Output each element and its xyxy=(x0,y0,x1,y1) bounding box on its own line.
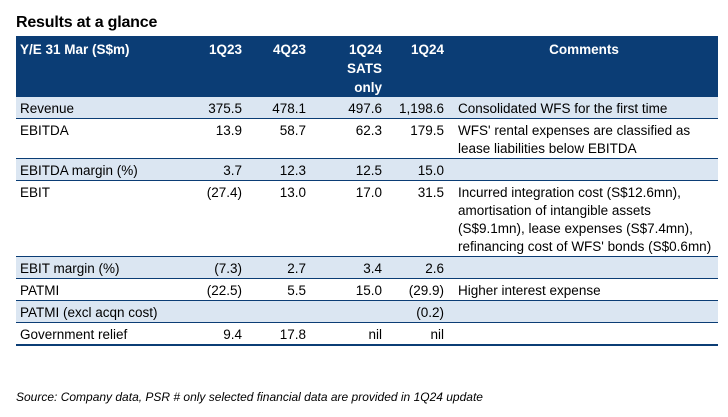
cell-4q23: 17.8 xyxy=(248,322,312,346)
header-1q23: 1Q23 xyxy=(208,42,242,57)
cell-comment xyxy=(450,322,718,346)
cell-comment: Incurred integration cost (S$12.6mn), am… xyxy=(450,180,718,257)
table-row-government-relief: Government relief 9.4 17.8 nil nil xyxy=(16,322,718,346)
cell-1q24: 2.6 xyxy=(388,256,450,279)
cell-1q23: 3.7 xyxy=(184,158,248,181)
table-row-ebitda: EBITDA 13.9 58.7 62.3 179.5 WFS' rental … xyxy=(16,118,718,159)
cell-1q23: (27.4) xyxy=(184,180,248,257)
header-label: Y/E 31 Mar (S$m) xyxy=(20,42,130,57)
row-label: EBITDA xyxy=(16,118,184,159)
row-label: PATMI xyxy=(16,278,184,301)
cell-1q24: (29.9) xyxy=(388,278,450,301)
cell-1q24-sats xyxy=(312,300,388,323)
cell-1q24: nil xyxy=(388,322,450,346)
cell-comment xyxy=(450,158,718,181)
header-comments: Comments xyxy=(549,42,619,57)
header-1q24-sats-sub: SATS only xyxy=(346,61,382,95)
cell-comment: Consolidated WFS for the first time xyxy=(450,97,718,119)
cell-4q23: 478.1 xyxy=(248,97,312,119)
table-row-ebit: EBIT (27.4) 13.0 17.0 31.5 Incurred inte… xyxy=(16,180,718,257)
cell-1q23: (7.3) xyxy=(184,256,248,279)
cell-1q23: (22.5) xyxy=(184,278,248,301)
cell-1q23: 375.5 xyxy=(184,97,248,119)
cell-comment xyxy=(450,300,718,323)
cell-4q23: 2.7 xyxy=(248,256,312,279)
page-title: Results at a glance xyxy=(16,14,158,31)
cell-1q24-sats: 12.5 xyxy=(312,158,388,181)
header-1q24: 1Q24 xyxy=(410,42,444,57)
cell-comment: Higher interest expense xyxy=(450,278,718,301)
cell-1q24: 31.5 xyxy=(388,180,450,257)
row-label: EBITDA margin (%) xyxy=(16,158,184,181)
cell-1q24-sats: 15.0 xyxy=(312,278,388,301)
cell-1q23: 13.9 xyxy=(184,118,248,159)
cell-1q24: 179.5 xyxy=(388,118,450,159)
table-row-patmi: PATMI (22.5) 5.5 15.0 (29.9) Higher inte… xyxy=(16,278,718,301)
table-header-row: Y/E 31 Mar (S$m) 1Q23 4Q23 1Q24 SATS onl… xyxy=(16,36,718,97)
cell-1q24: (0.2) xyxy=(388,300,450,323)
cell-1q24-sats: 62.3 xyxy=(312,118,388,159)
row-label: Government relief xyxy=(16,322,184,346)
results-table: Y/E 31 Mar (S$m) 1Q23 4Q23 1Q24 SATS onl… xyxy=(16,36,718,346)
cell-1q24-sats: 497.6 xyxy=(312,97,388,119)
cell-4q23: 58.7 xyxy=(248,118,312,159)
cell-1q23: 9.4 xyxy=(184,322,248,346)
row-label: PATMI (excl acqn cost) xyxy=(16,300,184,323)
header-1q24-sats-label: 1Q24 xyxy=(348,42,382,57)
cell-4q23: 13.0 xyxy=(248,180,312,257)
cell-4q23 xyxy=(248,300,312,323)
table-row-ebitda-margin: EBITDA margin (%) 3.7 12.3 12.5 15.0 xyxy=(16,158,718,181)
cell-1q24: 15.0 xyxy=(388,158,450,181)
source-note: Source: Company data, PSR # only selecte… xyxy=(16,390,483,404)
row-label: EBIT xyxy=(16,180,184,257)
header-4q23: 4Q23 xyxy=(272,42,306,57)
table-row-revenue: Revenue 375.5 478.1 497.6 1,198.6 Consol… xyxy=(16,97,718,119)
cell-1q23 xyxy=(184,300,248,323)
cell-1q24-sats: nil xyxy=(312,322,388,346)
cell-4q23: 12.3 xyxy=(248,158,312,181)
cell-comment xyxy=(450,256,718,279)
cell-4q23: 5.5 xyxy=(248,278,312,301)
row-label: EBIT margin (%) xyxy=(16,256,184,279)
cell-1q24-sats: 17.0 xyxy=(312,180,388,257)
table-row-patmi-excl: PATMI (excl acqn cost) (0.2) xyxy=(16,300,718,323)
cell-1q24: 1,198.6 xyxy=(388,97,450,119)
table-row-ebit-margin: EBIT margin (%) (7.3) 2.7 3.4 2.6 xyxy=(16,256,718,279)
header-1q24-sats: 1Q24 SATS only xyxy=(312,36,388,97)
row-label: Revenue xyxy=(16,97,184,119)
cell-1q24-sats: 3.4 xyxy=(312,256,388,279)
cell-comment: WFS' rental expenses are classified as l… xyxy=(450,118,718,159)
